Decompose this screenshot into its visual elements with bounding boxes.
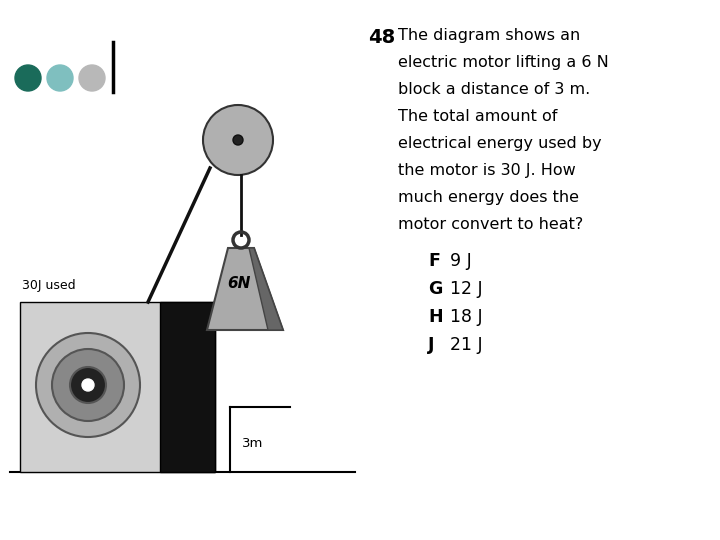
Circle shape [79,65,105,91]
Bar [160,302,215,472]
Circle shape [82,379,94,391]
Text: H: H [428,308,443,326]
Circle shape [203,105,273,175]
Text: electric motor lifting a 6 N: electric motor lifting a 6 N [398,55,608,70]
Text: block a distance of 3 m.: block a distance of 3 m. [398,82,590,97]
Polygon shape [249,248,283,330]
Circle shape [36,333,140,437]
Text: much energy does the: much energy does the [398,190,579,205]
Text: The total amount of: The total amount of [398,109,557,124]
Text: J: J [428,336,434,354]
Text: F: F [428,252,440,270]
Circle shape [233,135,243,145]
Text: The diagram shows an: The diagram shows an [398,28,580,43]
Text: 30J used: 30J used [22,279,76,292]
Circle shape [70,367,106,403]
Text: 18 J: 18 J [450,308,482,326]
Polygon shape [207,248,283,330]
Text: electrical energy used by: electrical energy used by [398,136,602,151]
Bar [20,302,215,472]
Text: 3m: 3m [242,437,264,450]
Text: 48: 48 [368,28,395,47]
Text: 12 J: 12 J [450,280,482,298]
Text: the motor is 30 J. How: the motor is 30 J. How [398,163,576,178]
Circle shape [52,349,124,421]
Text: G: G [428,280,442,298]
Text: 21 J: 21 J [450,336,482,354]
Circle shape [15,65,41,91]
Text: motor convert to heat?: motor convert to heat? [398,217,583,232]
Text: 9 J: 9 J [450,252,472,270]
Text: 6N: 6N [227,276,251,292]
Circle shape [47,65,73,91]
